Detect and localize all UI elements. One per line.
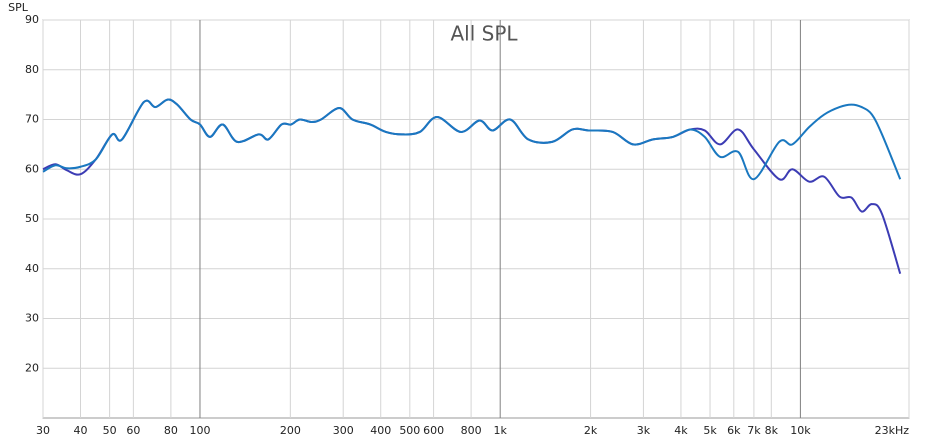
y-axis-label: SPL (8, 1, 29, 14)
y-tick-label: 70 (25, 113, 39, 126)
y-tick-label: 80 (25, 63, 39, 76)
x-tick-label: 200 (280, 424, 301, 437)
x-tick-label: 30 (36, 424, 50, 437)
x-tick-label: 3k (637, 424, 651, 437)
x-tick-label: 50 (103, 424, 117, 437)
y-tick-label: 40 (25, 262, 39, 275)
x-tick-label: 40 (74, 424, 88, 437)
x-tick-label: 23kHz (875, 424, 910, 437)
x-tick-label: 6k (727, 424, 741, 437)
x-tick-label: 2k (584, 424, 598, 437)
x-tick-label: 600 (423, 424, 444, 437)
x-tick-label: 7k (747, 424, 761, 437)
x-tick-label: 10k (790, 424, 811, 437)
chart-title: All SPL (450, 22, 518, 46)
x-tick-label: 4k (674, 424, 688, 437)
x-tick-label: 5k (703, 424, 717, 437)
x-tick-label: 300 (333, 424, 354, 437)
y-tick-label: 20 (25, 361, 39, 374)
x-tick-label: 60 (126, 424, 140, 437)
y-tick-label: 50 (25, 212, 39, 225)
y-tick-label: 90 (25, 13, 39, 26)
x-tick-label: 400 (370, 424, 391, 437)
x-tick-label: 80 (164, 424, 178, 437)
x-tick-label: 8k (765, 424, 779, 437)
x-tick-label: 500 (399, 424, 420, 437)
y-tick-label: 30 (25, 312, 39, 325)
x-tick-label: 100 (189, 424, 210, 437)
x-tick-label: 1k (494, 424, 508, 437)
series-line (42, 98, 902, 181)
y-tick-label: 60 (25, 162, 39, 175)
x-tick-label: 800 (461, 424, 482, 437)
